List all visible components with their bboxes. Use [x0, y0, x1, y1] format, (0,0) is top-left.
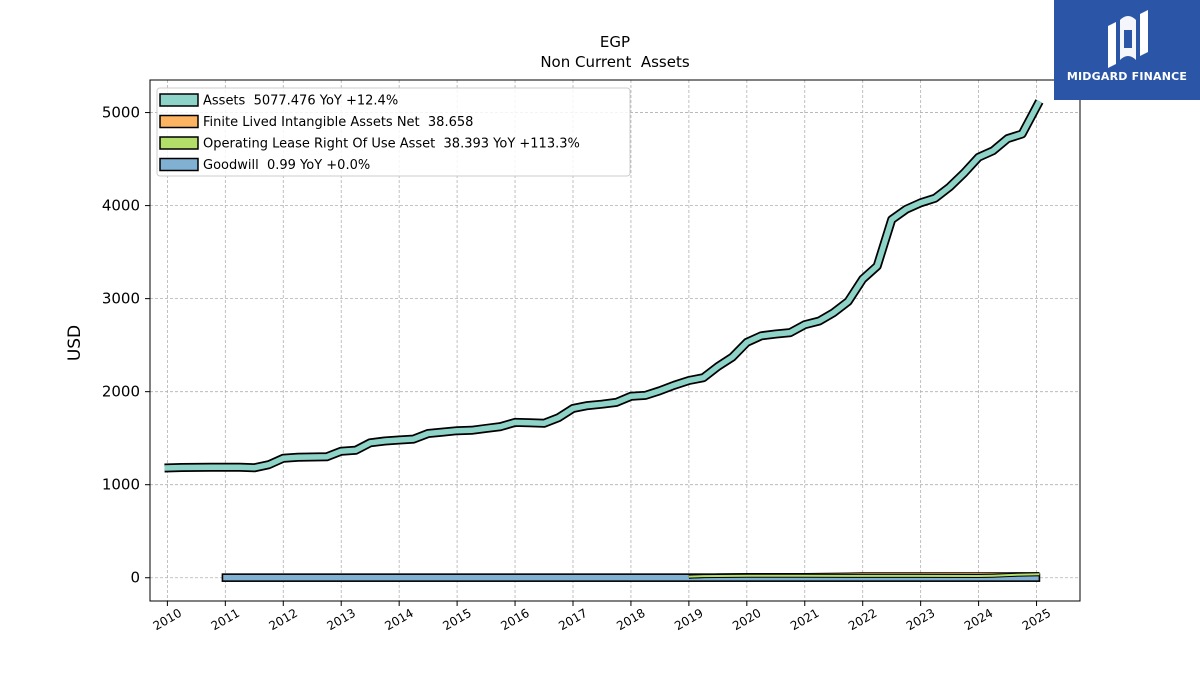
x-tick-label: 2025: [1020, 606, 1053, 633]
legend-swatch: [159, 136, 199, 150]
x-tick-label: 2018: [614, 606, 647, 633]
x-tick-label: 2013: [324, 606, 357, 633]
legend-label: Finite Lived Intangible Assets Net 38.65…: [203, 115, 473, 130]
series-line: [164, 100, 1042, 471]
x-tick-label: 2014: [382, 606, 415, 633]
x-tick-label: 2012: [267, 606, 300, 633]
y-tick-label: 4000: [102, 197, 140, 215]
legend-label: Goodwill 0.99 YoY +0.0%: [203, 158, 370, 173]
legend-box: [156, 87, 631, 177]
logo-mark-icon: [1108, 10, 1148, 68]
x-tick-label: 2022: [846, 606, 879, 633]
series-assets-5077.476: [164, 99, 1044, 473]
y-tick-label: 3000: [102, 290, 140, 308]
x-tick-label: 2023: [904, 606, 937, 633]
series-operating-lease: [688, 572, 1040, 579]
plot-frame: [149, 79, 1081, 602]
logo-name: MIDGARD FINANCE: [1066, 70, 1188, 83]
x-tick-label: 2011: [209, 606, 242, 633]
chart-title: EGP: [600, 33, 630, 51]
y-tick-label: 2000: [102, 383, 140, 401]
legend-label: Assets 5077.476 YoY +12.4%: [203, 94, 398, 109]
series-goodwill: [221, 573, 1041, 582]
x-tick-label: 2021: [788, 606, 821, 633]
x-tick-label: 2016: [498, 606, 531, 633]
x-tick-label: 2010: [151, 606, 184, 633]
midgard-finance-logo: MIDGARD FINANCE: [1054, 0, 1200, 100]
y-tick-label: 1000: [102, 476, 140, 494]
y-tick-label: 5000: [102, 104, 140, 122]
legend-label: Operating Lease Right Of Use Asset 38.39…: [203, 137, 580, 152]
y-axis-label: USD: [65, 325, 85, 361]
legend-swatch: [159, 157, 199, 172]
legend-swatch: [159, 114, 199, 129]
x-tick-label: 2017: [556, 606, 589, 633]
x-tick-label: 2015: [440, 606, 473, 633]
series-line: [688, 573, 1040, 578]
x-tick-label: 2024: [962, 606, 995, 633]
y-tick-label: 0: [130, 569, 140, 587]
legend-swatch: [159, 93, 199, 107]
chart-subtitle: Non Current Assets: [540, 53, 690, 71]
x-tick-label: 2020: [730, 606, 763, 633]
x-tick-label: 2019: [672, 606, 705, 633]
